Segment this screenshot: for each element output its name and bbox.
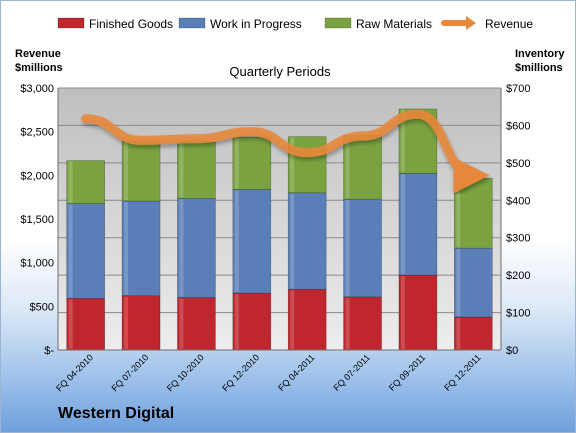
bar-highlight — [290, 193, 295, 289]
bar-highlight — [345, 200, 350, 296]
bar-work-in-progress — [66, 203, 105, 299]
bar-raw-materials — [287, 136, 327, 194]
bar-work-in-progress — [343, 198, 382, 298]
bar-highlight — [234, 190, 239, 293]
x-tick-label: FQ 10-2010 — [165, 352, 206, 393]
bar-highlight — [68, 161, 73, 203]
left-tick-label: $3,000 — [20, 83, 54, 95]
bar-work-in-progress — [177, 198, 216, 298]
bar-work-in-progress — [454, 247, 493, 318]
bar-raw-materials — [66, 160, 105, 204]
bar-highlight — [234, 294, 239, 349]
x-tick-label: FQ 07-2011 — [331, 352, 372, 393]
right-tick-label: $700 — [506, 83, 530, 95]
legend-label-revenue: Revenue — [485, 17, 533, 31]
right-axis-title-line-2: $millions — [515, 62, 563, 74]
bar-highlight — [345, 297, 350, 349]
bar-raw-materials — [343, 135, 382, 200]
bar-highlight — [456, 318, 461, 349]
right-tick-label: $0 — [506, 345, 518, 357]
x-tick-label: FQ 12-2011 — [442, 352, 483, 393]
bar-raw-materials — [121, 140, 161, 202]
bar-finished-goods — [454, 316, 493, 351]
bar-finished-goods — [398, 274, 438, 351]
legend-arrow-head — [466, 16, 476, 30]
bar-highlight — [179, 142, 184, 198]
x-tick-label: FQ 04-2010 — [54, 352, 95, 393]
bar-finished-goods — [177, 297, 216, 351]
left-axis-title-line-2: $millions — [15, 62, 63, 74]
bar-work-in-progress — [287, 192, 327, 290]
x-tick-label: FQ 09-2011 — [387, 352, 428, 393]
left-tick-label: $- — [44, 345, 54, 357]
legend: Finished Goods Work in Progress Raw Materi… — [57, 16, 533, 31]
bar-raw-materials — [177, 141, 216, 199]
bar-finished-goods — [232, 292, 272, 351]
right-tick-label: $300 — [506, 233, 530, 245]
company-name: Western Digital — [58, 405, 175, 422]
legend-label-raw-materials: Raw Materials — [356, 17, 432, 31]
right-tick-label: $200 — [506, 270, 530, 282]
right-tick-label: $500 — [506, 158, 530, 170]
bar-work-in-progress — [232, 189, 272, 294]
x-tick-label: FQ 12-2010 — [220, 352, 261, 393]
bar-highlight — [290, 137, 295, 192]
bar-highlight — [345, 136, 350, 199]
revenue-line-path — [81, 109, 490, 194]
legend-swatch-raw-materials — [324, 17, 352, 29]
bar-highlight — [124, 202, 129, 295]
bar-finished-goods — [287, 289, 327, 351]
chart-title: Quarterly Periods — [229, 64, 331, 79]
bar-highlight — [124, 296, 129, 349]
bar-highlight — [124, 142, 129, 201]
bar-raw-materials — [232, 136, 272, 190]
bar-highlight — [179, 199, 184, 297]
left-tick-label: $1,500 — [20, 214, 54, 226]
legend-swatch-work-in-progress — [178, 17, 206, 29]
bar-work-in-progress — [398, 173, 438, 276]
bar-highlight — [400, 276, 405, 349]
bar-highlight — [234, 138, 239, 189]
bar-highlight — [456, 249, 461, 317]
left-tick-label: $2,500 — [20, 127, 54, 139]
left-tick-label: $1,000 — [20, 258, 54, 270]
axis-titles: Revenue $millions Inventory $millions Qu… — [15, 48, 565, 79]
x-tick-label: FQ 04-2011 — [276, 352, 317, 393]
revenue-line — [81, 109, 490, 194]
bar-highlight — [290, 290, 295, 349]
bar-highlight — [400, 109, 405, 173]
bar-highlight — [68, 299, 73, 349]
left-tick-label: $500 — [30, 301, 54, 313]
left-axis-title-line-1: Revenue — [15, 48, 61, 60]
bar-finished-goods — [66, 298, 105, 351]
bar-highlight — [400, 174, 405, 275]
legend-label-finished-goods: Finished Goods — [89, 17, 173, 31]
bar-finished-goods — [343, 296, 382, 351]
right-tick-label: $400 — [506, 195, 530, 207]
legend-swatch-finished-goods — [57, 17, 85, 29]
bar-highlight — [68, 204, 73, 298]
right-axis-title-line-1: Inventory — [515, 48, 565, 60]
bar-highlight — [179, 298, 184, 349]
bar-highlight — [456, 179, 461, 248]
right-tick-label: $100 — [506, 308, 530, 320]
left-tick-label: $2,000 — [20, 170, 54, 182]
x-tick-label: FQ 07-2010 — [109, 352, 150, 393]
legend-label-work-in-progress: Work in Progress — [210, 17, 302, 31]
right-tick-label: $600 — [506, 120, 530, 132]
